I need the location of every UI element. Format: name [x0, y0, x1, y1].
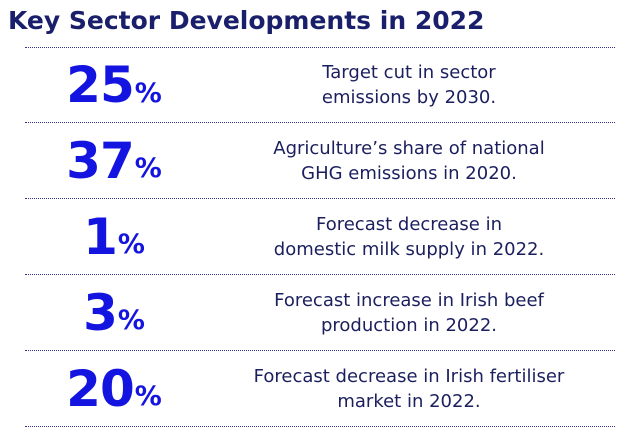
stat-description-line: GHG emissions in 2020. — [301, 162, 517, 184]
stat-figure: 37% — [25, 123, 203, 198]
stat-description-line: Forecast increase in Irish beef — [274, 289, 544, 311]
stat-description: Target cut in sector emissions by 2030. — [203, 48, 615, 122]
stat-row-fertiliser-market: 20% Forecast decrease in Irish fertilise… — [25, 351, 615, 427]
stat-unit: % — [117, 305, 145, 336]
stat-row-milk-supply: 1% Forecast decrease in domestic milk su… — [25, 199, 615, 275]
stat-unit: % — [117, 229, 145, 260]
stat-description-line: domestic milk supply in 2022. — [273, 238, 545, 260]
stat-description: Forecast decrease in Irish fertiliser ma… — [203, 351, 615, 426]
stat-figure: 3% — [25, 275, 203, 350]
stat-description-line: production in 2022. — [320, 314, 498, 336]
stat-row-emissions-target: 25% Target cut in sector emissions by 20… — [25, 47, 615, 123]
stat-description-line: emissions by 2030. — [321, 87, 497, 108]
stat-figure: 25% — [25, 48, 203, 122]
stat-figure: 20% — [25, 351, 203, 426]
stat-value: 37 — [66, 131, 135, 190]
stat-row-ghg-share: 37% Agriculture’s share of national GHG … — [25, 123, 615, 199]
page-title: Key Sector Developments in 2022 — [8, 6, 485, 35]
stat-description-line: Agriculture’s share of national — [273, 137, 545, 159]
stat-value: 1 — [83, 207, 118, 266]
stat-figure: 1% — [25, 199, 203, 274]
stat-value: 3 — [83, 283, 118, 342]
stat-value: 25 — [66, 56, 135, 114]
stat-unit: % — [134, 153, 162, 184]
stat-row-beef-production: 3% Forecast increase in Irish beef produ… — [25, 275, 615, 351]
stat-unit: % — [134, 381, 162, 412]
stat-description-line: Forecast decrease in Irish fertiliser — [253, 365, 565, 387]
stat-description-line: Target cut in sector — [322, 62, 496, 83]
stat-unit: % — [134, 77, 162, 109]
stats-list: 25% Target cut in sector emissions by 20… — [25, 47, 615, 427]
stat-description: Forecast decrease in domestic milk suppl… — [203, 199, 615, 274]
stat-description-line: market in 2022. — [337, 390, 481, 412]
stat-value: 20 — [66, 359, 135, 418]
stat-description-line: Forecast decrease in — [316, 213, 502, 235]
stat-description: Agriculture’s share of national GHG emis… — [203, 123, 615, 198]
stat-description: Forecast increase in Irish beef producti… — [203, 275, 615, 350]
